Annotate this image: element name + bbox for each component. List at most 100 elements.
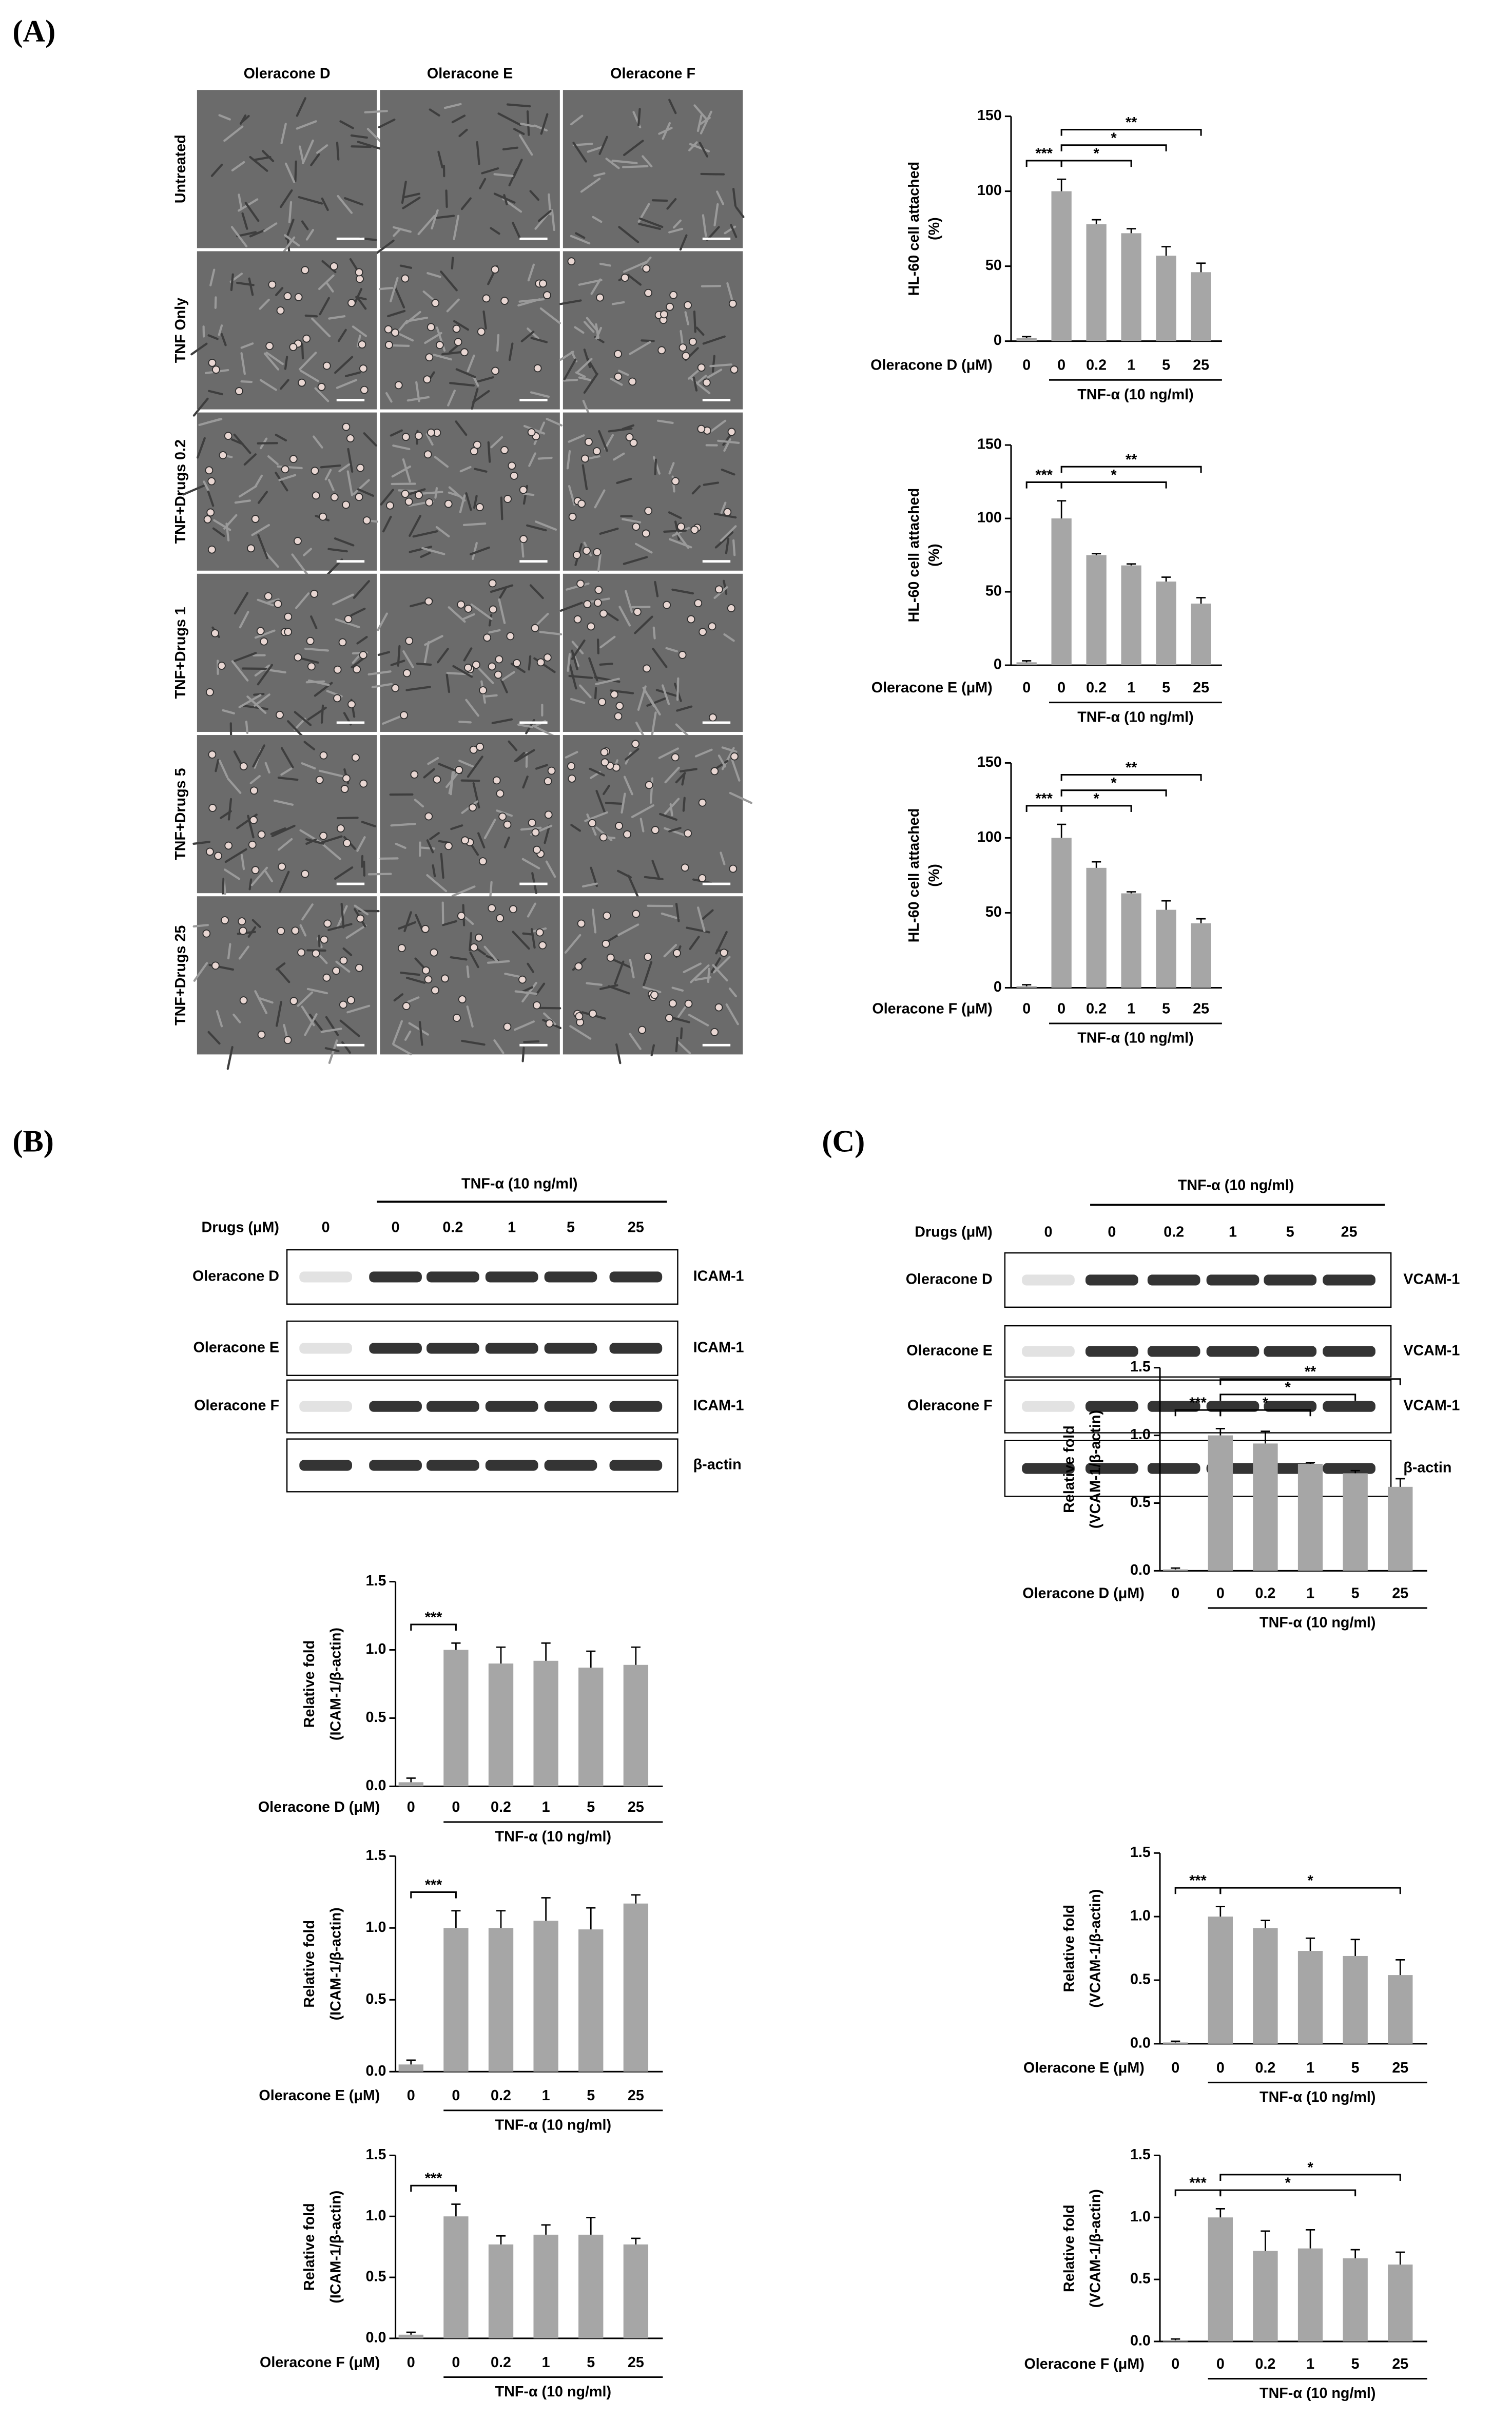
hl60-cell [642, 529, 650, 538]
cell [676, 677, 680, 701]
cell [426, 874, 448, 893]
hl60-cell [433, 775, 441, 784]
cell [467, 354, 475, 373]
cell [192, 841, 211, 845]
hl60-cell [632, 522, 641, 531]
blot-row-label: Oleracone D [906, 1271, 993, 1288]
hl60-cell [475, 933, 483, 942]
cell [658, 127, 673, 135]
y-axis-label: (VCAM-1/β-actin) [1088, 2189, 1104, 2308]
hl60-cell [297, 948, 305, 957]
cell [328, 1039, 338, 1065]
cell [493, 173, 514, 177]
bar [1156, 582, 1176, 666]
hl60-cell [533, 364, 542, 373]
cell [627, 274, 642, 286]
column-label: Oleracone D [244, 66, 331, 82]
hl60-cell [360, 385, 369, 394]
cell [701, 909, 714, 921]
hl60-cell [289, 455, 298, 463]
cell [352, 325, 367, 337]
micrograph [563, 90, 745, 251]
significance-label: * [1285, 1379, 1291, 1396]
cell [466, 1005, 474, 1028]
cell [622, 165, 649, 168]
hl60-cell [678, 651, 687, 659]
cell [702, 214, 707, 237]
bar [1016, 338, 1037, 341]
cell [616, 869, 632, 879]
cell [227, 778, 242, 794]
hl60-cell [394, 381, 403, 390]
cell [587, 146, 604, 153]
bar [398, 1782, 423, 1787]
cell [466, 965, 470, 978]
cell [263, 222, 278, 233]
cell [442, 920, 457, 926]
x-tick-label: 25 [1193, 1000, 1209, 1017]
hl60-cell [598, 698, 606, 706]
cell [227, 798, 232, 821]
cell [366, 128, 382, 143]
hl60-cell [403, 669, 411, 678]
cell [668, 227, 684, 234]
hl60-cell [458, 995, 467, 1003]
cell [240, 352, 246, 375]
cell [367, 873, 392, 876]
hl60-cell [535, 928, 544, 937]
cell [690, 964, 710, 983]
error-bar [541, 1897, 551, 1921]
y-tick-label: 0 [994, 979, 1002, 995]
hl60-cell [587, 622, 595, 631]
hl60-cell [211, 961, 220, 970]
micrograph [364, 90, 560, 255]
hl60-cell [527, 428, 536, 436]
y-axis-label: HL-60 cell attached [906, 162, 922, 296]
lane-label: 0 [1044, 1224, 1053, 1240]
band [369, 1271, 422, 1283]
group-label: TNF-α (10 ng/ml) [495, 2117, 611, 2134]
cell [335, 960, 351, 973]
protein-label: ICAM-1 [693, 1268, 744, 1284]
group-label: TNF-α (10 ng/ml) [495, 2384, 611, 2400]
x-tick-label: 0.2 [1255, 1585, 1276, 1601]
hl60-cell [359, 779, 368, 788]
protein-label: VCAM-1 [1403, 1343, 1460, 1359]
cell [304, 647, 329, 652]
bar [533, 1660, 558, 1787]
significance-bracket [410, 2184, 457, 2192]
hl60-cell [629, 438, 638, 447]
cell [477, 832, 486, 849]
error-bar [631, 2237, 641, 2244]
cell [483, 694, 498, 698]
cell [320, 704, 324, 724]
hl60-cell [536, 658, 545, 667]
y-tick-label: 100 [977, 182, 1002, 199]
cell [346, 1004, 371, 1014]
blot-strip [1004, 1379, 1392, 1434]
lane-label: 0.2 [1164, 1224, 1184, 1240]
bar [1051, 518, 1072, 666]
cell [275, 471, 288, 492]
cell [406, 316, 429, 322]
x-tick-label: 0 [1057, 680, 1065, 696]
cell [570, 235, 591, 245]
cell [226, 1046, 234, 1070]
bar [488, 1928, 514, 2072]
cell [300, 370, 320, 382]
hl60-cell [415, 491, 423, 499]
cell [512, 222, 521, 240]
band [1085, 1463, 1138, 1474]
band [1323, 1463, 1375, 1474]
cell [686, 926, 710, 934]
row-label: TNF Only [172, 298, 189, 363]
cell [567, 653, 571, 672]
cell [257, 664, 274, 686]
cell [441, 351, 462, 356]
cell [515, 749, 535, 762]
cell [356, 635, 368, 645]
cell [659, 812, 677, 821]
hl60-cell [276, 306, 285, 315]
hl60-cell [208, 804, 217, 812]
hl60-cell [405, 636, 414, 645]
